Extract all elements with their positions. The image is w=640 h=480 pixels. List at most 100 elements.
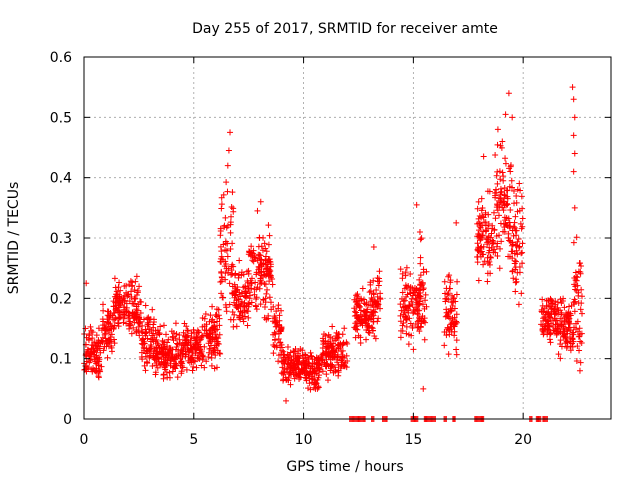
data-point [496,168,503,175]
data-point [492,152,499,159]
data-point [453,318,460,325]
data-point [227,245,234,252]
data-point [108,331,115,338]
data-point [374,302,381,309]
data-point [570,96,577,103]
data-point [498,238,505,245]
data-point [496,265,503,272]
data-point [111,336,118,343]
data-point [99,339,106,346]
data-point [376,268,383,275]
data-point [318,356,325,363]
y-tick-label: 0.4 [50,171,72,187]
data-point [153,360,160,367]
data-point [492,215,499,222]
data-point [115,284,122,291]
data-point [238,269,245,276]
data-point [314,385,321,392]
data-point [330,340,337,347]
data-point [102,335,109,342]
data-point [134,307,141,314]
data-point [209,331,216,338]
data-point [305,385,312,392]
data-point [315,362,322,369]
data-point [497,191,504,198]
data-point [287,360,294,367]
data-point [557,307,564,314]
data-point [446,272,453,279]
data-point [315,374,322,381]
data-point [331,353,338,360]
data-point [248,249,255,256]
data-point [319,368,326,375]
data-point [357,339,364,346]
data-point [154,364,161,371]
data-point [217,227,224,234]
data-point [111,340,118,347]
data-point [251,286,258,293]
data-point [441,290,448,297]
data-point [211,323,218,330]
data-point [367,298,374,305]
data-point [370,277,377,284]
data-point [370,312,377,319]
data-point [264,265,271,272]
data-point [236,289,243,296]
data-point [149,306,156,313]
data-point [541,313,548,320]
data-point [93,347,100,354]
data-point [130,324,137,331]
data-point [163,331,170,338]
data-point [98,327,105,334]
data-point [94,345,101,352]
data-point [261,240,268,247]
data-point [326,334,333,341]
data-point [247,277,254,284]
data-point [280,348,287,355]
data-point [573,277,580,284]
data-point [247,292,254,299]
data-point [362,315,369,322]
data-point [183,323,190,330]
data-point [243,293,250,300]
data-point [557,329,564,336]
data-point [481,258,488,265]
data-point [245,270,252,277]
data-point [89,335,96,342]
data-point [301,364,308,371]
data-point [180,344,187,351]
data-point [125,314,132,321]
data-point [453,351,460,358]
data-point [247,252,254,259]
data-point [231,294,238,301]
data-point [480,153,487,160]
data-point [185,346,192,353]
data-point [335,342,342,349]
data-point [423,268,430,275]
data-point [140,316,147,323]
data-point [265,315,272,322]
data-point [371,297,378,304]
data-point [86,332,93,339]
data-point [406,302,413,309]
x-axis-title: GPS time / hours [286,459,403,475]
data-point [225,147,232,154]
data-point [102,326,109,333]
data-point [301,370,308,377]
data-point [509,255,516,262]
data-point [114,319,121,326]
data-point [264,286,271,293]
data-point [296,353,303,360]
data-point [218,268,225,275]
data-point [183,366,190,373]
data-point [571,296,578,303]
data-point [562,331,569,338]
data-point [578,300,585,307]
data-point [251,291,258,298]
data-point [120,319,127,326]
data-point [156,330,163,337]
data-point [190,357,197,364]
data-point [155,355,162,362]
data-point [271,337,278,344]
data-point [338,357,345,364]
